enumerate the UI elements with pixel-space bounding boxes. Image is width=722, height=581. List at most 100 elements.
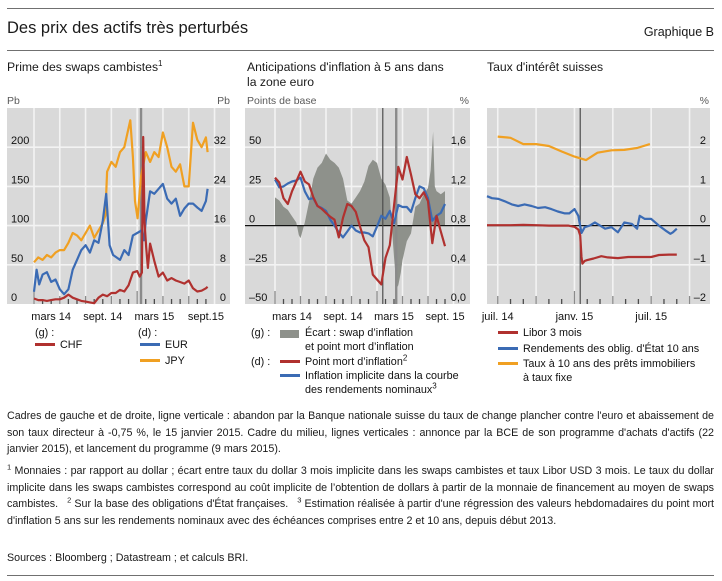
- legend-label-govt-bond: Rendements des oblig. d'État 10 ans: [523, 343, 700, 355]
- legend-swatch-jpy: [140, 359, 160, 362]
- left-axis-unit: Points de base: [247, 95, 317, 107]
- right-axis-unit: %: [699, 95, 709, 107]
- legend-label-mortgage: Taux à 10 ans des prêts immobiliers: [523, 358, 696, 370]
- panel-title-line: la zone euro: [247, 75, 315, 89]
- right-axis-unit: Pb: [217, 95, 230, 107]
- footnote-marker: 1: [158, 58, 163, 68]
- series-line-rendements-des-oblig-d-tat-10-ans: [486, 195, 678, 235]
- legend-label-breakeven: Point mort d’inflation2: [305, 353, 408, 369]
- panel-title-text: Prime des swaps cambistes: [7, 60, 159, 74]
- footnote-text: Estimation réalisée à partir d'une régre…: [7, 498, 714, 528]
- x-axis-label: mars 15: [134, 311, 174, 323]
- series-line-jpy: [33, 119, 209, 264]
- legend-swatch-mortgage: [498, 362, 518, 365]
- legend-swatch-breakeven: [280, 360, 300, 363]
- left-axis-tick-label: 100: [11, 214, 29, 226]
- legend-label-jpy: JPY: [165, 355, 185, 367]
- footnotes: 1 Monnaies : par rapport au dollar ; éca…: [7, 463, 714, 530]
- x-axis-label: sept. 15: [425, 311, 464, 323]
- footnote-text: Sur la base des obligations d'État franç…: [74, 498, 289, 511]
- right-axis-tick-label: 1,6: [451, 135, 466, 147]
- left-axis-tick-label: 50: [11, 253, 23, 265]
- chart-swiss-interest-rates: –2 –1 0 1 2 juil. 14 janv. 15 juil. 15: [481, 108, 710, 323]
- left-axis-unit: Pb: [7, 95, 20, 107]
- legend-swatch-implied-inflation: [280, 374, 300, 377]
- left-axis-tick-label: 200: [11, 135, 29, 147]
- panel-title-fx-swap: Prime des swaps cambistes1: [7, 58, 163, 75]
- legend-swatch-spread-area: [280, 330, 299, 338]
- footnote-marker: 2: [67, 495, 72, 505]
- x-axis-label: sept. 14: [83, 311, 122, 323]
- right-axis-tick-label: 1,2: [451, 174, 466, 186]
- x-axis-label: sept. 14: [323, 311, 362, 323]
- right-axis-tick-label: 8: [220, 253, 226, 265]
- panel-title-swiss-rates: Taux d'intérêt suisses: [487, 60, 604, 74]
- footnote-marker: 2: [402, 353, 408, 363]
- x-axis-label: juil. 15: [634, 311, 667, 323]
- x-axis-label: sept.15: [188, 311, 224, 323]
- legend-prefix-left-axis: (g) :: [35, 327, 55, 339]
- title-rule: [7, 50, 714, 51]
- chart-fx-swap-premium: 0 50 100 150 200 0 8 16 24 32 mars 14 sept. 14 mars …: [7, 108, 230, 323]
- plot-background: [487, 108, 710, 304]
- footnote-text: Monnaies : par rapport au dollar ; écart…: [7, 465, 714, 511]
- right-axis-unit: %: [459, 95, 469, 107]
- left-axis-tick-label: 0: [11, 292, 17, 304]
- x-axis-label: mars 14: [31, 311, 71, 323]
- x-axis-label: mars 14: [272, 311, 312, 323]
- series-line-libor-3-mois: [487, 223, 677, 265]
- right-axis-tick-label: 0,8: [451, 214, 466, 226]
- series-line-eur: [32, 182, 209, 296]
- x-axis-label: mars 15: [374, 311, 414, 323]
- legend-swatch-eur: [140, 343, 160, 346]
- right-axis-tick-label: 0: [220, 292, 226, 304]
- left-axis-tick-label: 25: [249, 174, 261, 186]
- left-axis-tick-label: –50: [249, 292, 267, 304]
- footnote-marker: 3: [297, 495, 302, 505]
- figure-label: Graphique B: [643, 25, 714, 39]
- right-axis-tick-label: –1: [694, 253, 706, 265]
- legend-swatch-chf: [35, 343, 55, 346]
- panel-title-inflation: Anticipations d'inflation à 5 ans dans l…: [247, 60, 444, 90]
- x-axis-label: janv. 15: [555, 311, 594, 323]
- right-axis-tick-label: 32: [214, 135, 226, 147]
- right-axis-tick-label: 0,4: [451, 253, 466, 265]
- frame-note: Cadres de gauche et de droite, ligne ver…: [7, 410, 714, 456]
- footnote-marker: 3: [432, 381, 437, 391]
- top-rule: [7, 8, 714, 9]
- series-area-0: [275, 131, 445, 289]
- footnote-marker: 1: [7, 462, 12, 472]
- series-line-taux-10-ans-des-pr-ts-immobiliers-taux-fixe: [497, 135, 651, 162]
- legend-label-text: Point mort d’inflation: [305, 356, 403, 368]
- right-axis-tick-label: –2: [694, 292, 706, 304]
- legend-label-chf: CHF: [60, 339, 83, 351]
- legend-prefix-right-axis: (d) :: [251, 356, 271, 368]
- right-axis-tick-label: 16: [214, 214, 226, 226]
- left-axis-tick-label: 150: [11, 174, 29, 186]
- legend-prefix-right-axis: (d) :: [138, 327, 158, 339]
- figure-title: Des prix des actifs très perturbés: [7, 19, 249, 37]
- legend-prefix-left-axis: (g) :: [251, 327, 271, 339]
- legend-label-implied-inflation-line2: des rendements nominaux3: [305, 381, 437, 397]
- right-axis-tick-label: 24: [214, 174, 226, 186]
- bottom-rule: [7, 575, 714, 576]
- right-axis-tick-label: 0,0: [451, 292, 466, 304]
- panel-title-line: Anticipations d'inflation à 5 ans dans: [247, 60, 444, 74]
- x-axis-label: juil. 14: [481, 311, 514, 323]
- legend-label-mortgage-line2: à taux fixe: [523, 372, 573, 384]
- right-axis-tick-label: 1: [700, 174, 706, 186]
- legend-swatch-govt-bond: [498, 347, 518, 350]
- chart-inflation-expectations: –50 –25 0 25 50 0,0 0,4 0,8 1,2 1,6 mars 14 sept. 1…: [245, 108, 470, 323]
- series-line-chf: [33, 135, 209, 305]
- right-axis-tick-label: 2: [700, 135, 706, 147]
- left-axis-tick-label: 0: [249, 214, 255, 226]
- legend-label-spread-line2: et point mort d’inflation: [305, 341, 414, 353]
- legend-label-text: des rendements nominaux: [305, 384, 433, 396]
- left-axis-tick-label: –25: [249, 253, 267, 265]
- legend-label-libor: Libor 3 mois: [523, 327, 582, 339]
- legend-label-eur: EUR: [165, 339, 188, 351]
- left-axis-tick-label: 50: [249, 135, 261, 147]
- legend-swatch-libor: [498, 331, 518, 334]
- legend-label-implied-inflation: Inflation implicite dans la courbe: [305, 370, 459, 382]
- right-axis-tick-label: 0: [700, 214, 706, 226]
